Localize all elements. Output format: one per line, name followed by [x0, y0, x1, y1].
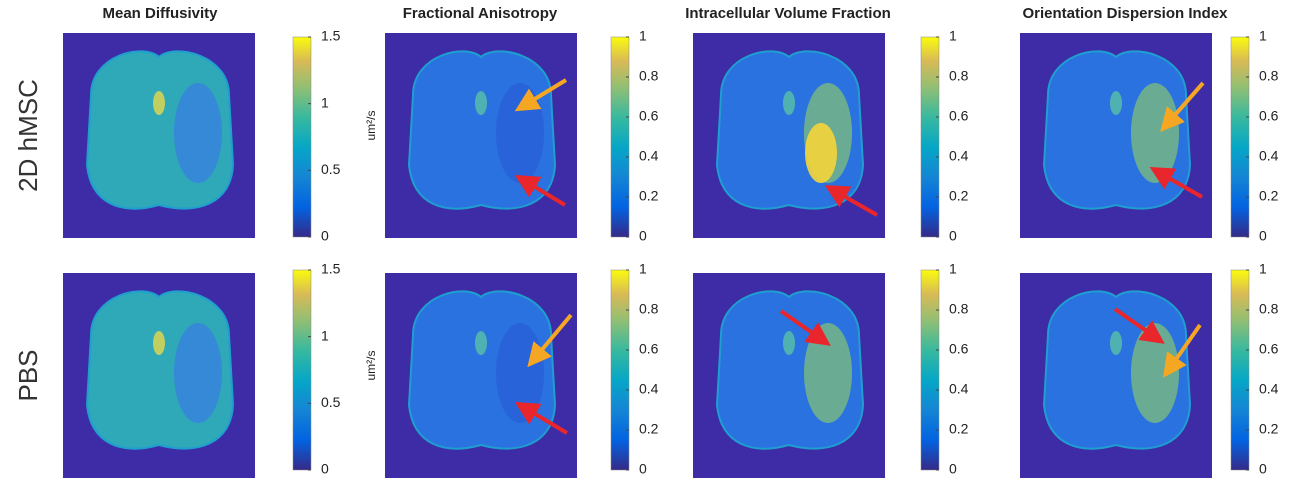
colorbar-tick-label: 0.8 — [1259, 301, 1279, 317]
hot-region — [805, 123, 837, 183]
colorbar-tick-label: 0.2 — [639, 421, 659, 437]
lesion-region — [1131, 323, 1179, 423]
column-title: Mean Diffusivity — [102, 5, 218, 22]
lesion-region — [496, 323, 544, 423]
colorbar-tick-label: 0.5 — [321, 394, 341, 410]
unit-label: um²/s — [364, 351, 378, 381]
colorbar-tick-label: 0 — [949, 461, 957, 477]
panel — [385, 33, 577, 238]
colorbar-tick-label: 0.4 — [949, 148, 969, 164]
colorbar-tick-label: 0.8 — [639, 301, 659, 317]
colorbar-tick-label: 0.6 — [639, 341, 659, 357]
colorbar — [921, 37, 939, 237]
lesion-region — [174, 323, 222, 423]
ventricle — [153, 331, 165, 355]
colorbar-tick-label: 0 — [1259, 228, 1267, 244]
colorbar — [293, 270, 311, 470]
ventricle — [475, 331, 487, 355]
panel — [63, 33, 255, 238]
row-label: PBS — [13, 349, 43, 401]
colorbar-tick-label: 0.2 — [639, 188, 659, 204]
colorbar-tick-label: 0.4 — [639, 381, 659, 397]
panel — [1020, 273, 1212, 478]
unit-label: um²/s — [364, 111, 378, 141]
panel — [1020, 33, 1212, 238]
colorbar-tick-label: 0.8 — [639, 68, 659, 84]
column-title: Intracellular Volume Fraction — [685, 5, 891, 22]
colorbar-tick-label: 1.5 — [321, 28, 341, 44]
colorbar-tick-label: 1.5 — [321, 261, 341, 277]
colorbar-tick-label: 0.2 — [949, 421, 969, 437]
colorbar-tick-label: 0 — [1259, 461, 1267, 477]
panel — [385, 273, 577, 478]
colorbar-tick-label: 0.6 — [1259, 108, 1279, 124]
colorbar-tick-label: 0.5 — [321, 161, 341, 177]
colorbar-tick-label: 1 — [949, 28, 957, 44]
column-title: Fractional Anisotropy — [403, 5, 558, 22]
panel — [693, 33, 885, 238]
ventricle — [1110, 91, 1122, 115]
colorbar-tick-label: 1 — [321, 327, 329, 343]
column-title: Orientation Dispersion Index — [1022, 5, 1228, 22]
colorbar-tick-label: 1 — [639, 261, 647, 277]
colorbar-tick-label: 0.8 — [949, 301, 969, 317]
colorbar-tick-label: 0 — [949, 228, 957, 244]
colorbar — [1231, 37, 1249, 237]
colorbar-tick-label: 0 — [321, 228, 329, 244]
panels: Mean Diffusivity 0 0.5 1 1.5 0 0.5 1 1.5 Fraction… — [13, 5, 1279, 478]
colorbar-tick-label: 0.4 — [949, 381, 969, 397]
colorbar-tick-label: 0 — [639, 228, 647, 244]
ventricle — [475, 91, 487, 115]
colorbar-tick-label: 0.6 — [949, 341, 969, 357]
ventricle — [783, 331, 795, 355]
colorbar — [1231, 270, 1249, 470]
colorbar-tick-label: 0.4 — [1259, 381, 1279, 397]
lesion-region — [1131, 83, 1179, 183]
colorbar-tick-label: 0.4 — [1259, 148, 1279, 164]
lesion-region — [174, 83, 222, 183]
colorbar-tick-label: 0.6 — [1259, 341, 1279, 357]
colorbar — [293, 37, 311, 237]
colorbar-tick-label: 1 — [639, 28, 647, 44]
panel — [693, 273, 885, 478]
colorbar-tick-label: 0.6 — [639, 108, 659, 124]
figure: Mean Diffusivity 0 0.5 1 1.5 0 0.5 1 1.5 Fraction… — [0, 0, 1296, 481]
colorbar-tick-label: 0.2 — [949, 188, 969, 204]
ventricle — [783, 91, 795, 115]
colorbar-tick-label: 1 — [1259, 28, 1267, 44]
colorbar — [921, 270, 939, 470]
colorbar-tick-label: 0.4 — [639, 148, 659, 164]
colorbar-tick-label: 1 — [949, 261, 957, 277]
colorbar-tick-label: 0.2 — [1259, 421, 1279, 437]
row-label: 2D hMSC — [13, 79, 43, 192]
panel — [63, 273, 255, 478]
colorbar-tick-label: 0 — [321, 461, 329, 477]
colorbar-tick-label: 0.6 — [949, 108, 969, 124]
colorbar — [611, 37, 629, 237]
colorbar-tick-label: 1 — [1259, 261, 1267, 277]
ventricle — [1110, 331, 1122, 355]
colorbar-tick-label: 1 — [321, 94, 329, 110]
colorbar-tick-label: 0 — [639, 461, 647, 477]
colorbar-tick-label: 0.8 — [1259, 68, 1279, 84]
lesion-region — [804, 323, 852, 423]
ventricle — [153, 91, 165, 115]
colorbar-tick-label: 0.8 — [949, 68, 969, 84]
colorbar — [611, 270, 629, 470]
colorbar-tick-label: 0.2 — [1259, 188, 1279, 204]
